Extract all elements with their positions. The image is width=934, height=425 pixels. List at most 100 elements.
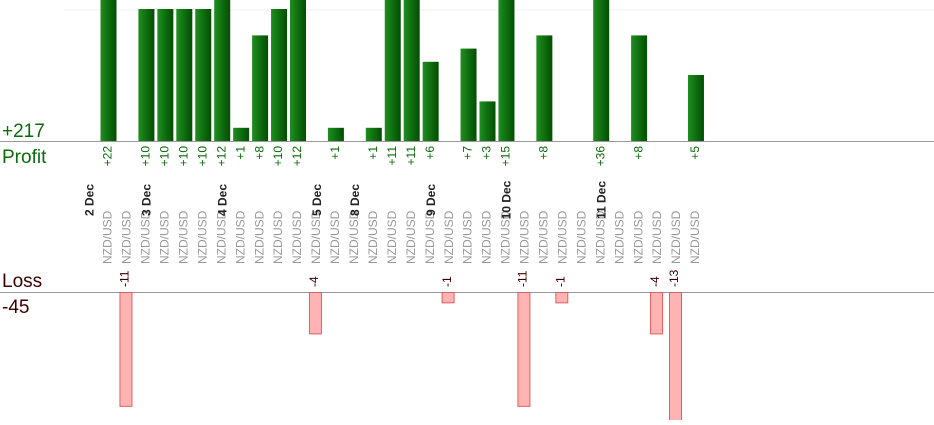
day-label: 2 Dec (83, 184, 97, 216)
profit-total: +217 (2, 121, 45, 142)
profit-bar (536, 35, 553, 141)
pair-tick-label: NZD/USD (593, 210, 607, 264)
pair-tick-label: NZD/USD (347, 210, 361, 264)
profit-bar (593, 0, 610, 141)
profit-value-label: +3 (480, 146, 494, 160)
pair-tick-label: NZD/USD (158, 210, 172, 264)
loss-value-label: -11 (118, 270, 132, 287)
pair-tick-label: NZD/USD (537, 210, 551, 264)
profit-bar (157, 9, 174, 141)
profit-label: Profit (2, 147, 47, 168)
loss-label: Loss (2, 271, 42, 292)
profit-bar (365, 127, 382, 141)
pair-tick-label: NZD/USD (404, 210, 418, 264)
pair-tick-label: NZD/USD (252, 210, 266, 264)
pair-tick-label: NZD/USD (139, 210, 153, 264)
profit-value-label: +10 (271, 146, 285, 167)
pair-tick-label: NZD/USD (366, 210, 380, 264)
profit-value-label: +10 (139, 146, 153, 167)
day-label: 9 Dec (424, 184, 438, 216)
loss-value-label: -4 (648, 276, 662, 287)
day-label: 8 Dec (348, 184, 362, 216)
loss-bar (669, 292, 682, 425)
profit-value-label: +8 (537, 146, 551, 160)
pair-tick-label: NZD/USD (120, 210, 134, 264)
profit-bar (290, 0, 306, 141)
profit-bar (138, 9, 155, 141)
pair-tick-label: NZD/USD (612, 210, 626, 264)
loss-value-label: -4 (307, 276, 321, 287)
profit-value-label: +8 (631, 146, 645, 160)
profit-value-label: +12 (214, 146, 228, 167)
pair-tick-label: NZD/USD (688, 210, 702, 264)
profit-value-label: +1 (366, 146, 380, 160)
pair-tick-label: NZD/USD (423, 210, 437, 264)
profit-bar (479, 101, 496, 141)
profit-bar (460, 48, 477, 141)
profit-value-label: +10 (195, 146, 209, 167)
profit-bar (271, 9, 288, 141)
profit-bars (100, 0, 704, 141)
loss-value-labels: -11 -4 -1 -11 -1 -4 -13 (118, 269, 682, 287)
pair-tick-label: NZD/USD (290, 210, 304, 264)
profit-bar (195, 9, 212, 141)
profit-bar (176, 9, 193, 141)
loss-bar (119, 292, 133, 407)
loss-value-label: -13 (667, 269, 681, 287)
loss-value-label: -1 (440, 276, 454, 287)
profit-value-label: +11 (404, 146, 418, 166)
pair-tick-label: NZD/USD (271, 210, 285, 264)
loss-bars (119, 292, 682, 425)
loss-bar (555, 292, 569, 304)
profit-bar (422, 61, 439, 141)
profit-bar (687, 75, 704, 141)
pair-tick-label: NZD/USD (499, 210, 513, 264)
day-label: 10 Dec (500, 180, 514, 219)
loss-bar (650, 292, 664, 335)
profit-bar (100, 0, 117, 141)
pair-tick-label: NZD/USD (461, 210, 475, 264)
profit-value-label: +7 (461, 146, 475, 160)
pair-tick-label: NZD/USD (385, 210, 399, 264)
loss-bar (308, 292, 322, 335)
profit-value-label: +22 (101, 146, 115, 167)
profit-value-label: +6 (423, 146, 437, 160)
profit-value-label: +10 (176, 146, 190, 167)
profit-value-label: +8 (252, 146, 266, 160)
loss-value-label: -11 (516, 270, 530, 287)
profit-value-label: +1 (328, 146, 342, 160)
pair-tick-label: NZD/USD (442, 210, 456, 264)
pair-tick-label: NZD/USD (309, 210, 323, 264)
pair-tick-label: NZD/USD (101, 210, 115, 264)
profit-bar (214, 0, 231, 141)
loss-bar (517, 292, 531, 407)
pair-tick-label: NZD/USD (328, 210, 342, 264)
pair-tick-label: NZD/USD (176, 210, 190, 264)
pair-tick-label: NZD/USD (518, 210, 532, 264)
profit-bar (403, 0, 420, 141)
pair-tick-label: NZD/USD (214, 210, 228, 264)
profit-value-label: +12 (290, 146, 304, 167)
profit-value-label: +5 (688, 146, 702, 160)
profit-bar (327, 127, 344, 141)
pair-tick-label: NZD/USD (631, 210, 645, 264)
pair-tick-label: NZD/USD (574, 210, 588, 264)
pair-tick-label: NZD/USD (195, 210, 209, 264)
profit-value-label: +10 (158, 146, 172, 167)
loss-value-label: -1 (553, 276, 567, 287)
profit-value-label: +11 (385, 146, 399, 166)
profit-value-label: +36 (593, 146, 607, 167)
loss-total: -45 (2, 297, 29, 318)
pair-tick-label: NZD/USD (480, 210, 494, 264)
day-label: 4 Dec (215, 184, 229, 216)
pair-tick-label: NZD/USD (233, 210, 247, 264)
pair-tick-label: NZD/USD (650, 210, 664, 264)
pair-tick-label: NZD/USD (669, 210, 683, 264)
day-label: 11 Dec (594, 181, 608, 219)
profit-value-label: +1 (233, 146, 247, 160)
profit-value-label: +15 (499, 146, 513, 167)
profit-bar (233, 127, 250, 141)
